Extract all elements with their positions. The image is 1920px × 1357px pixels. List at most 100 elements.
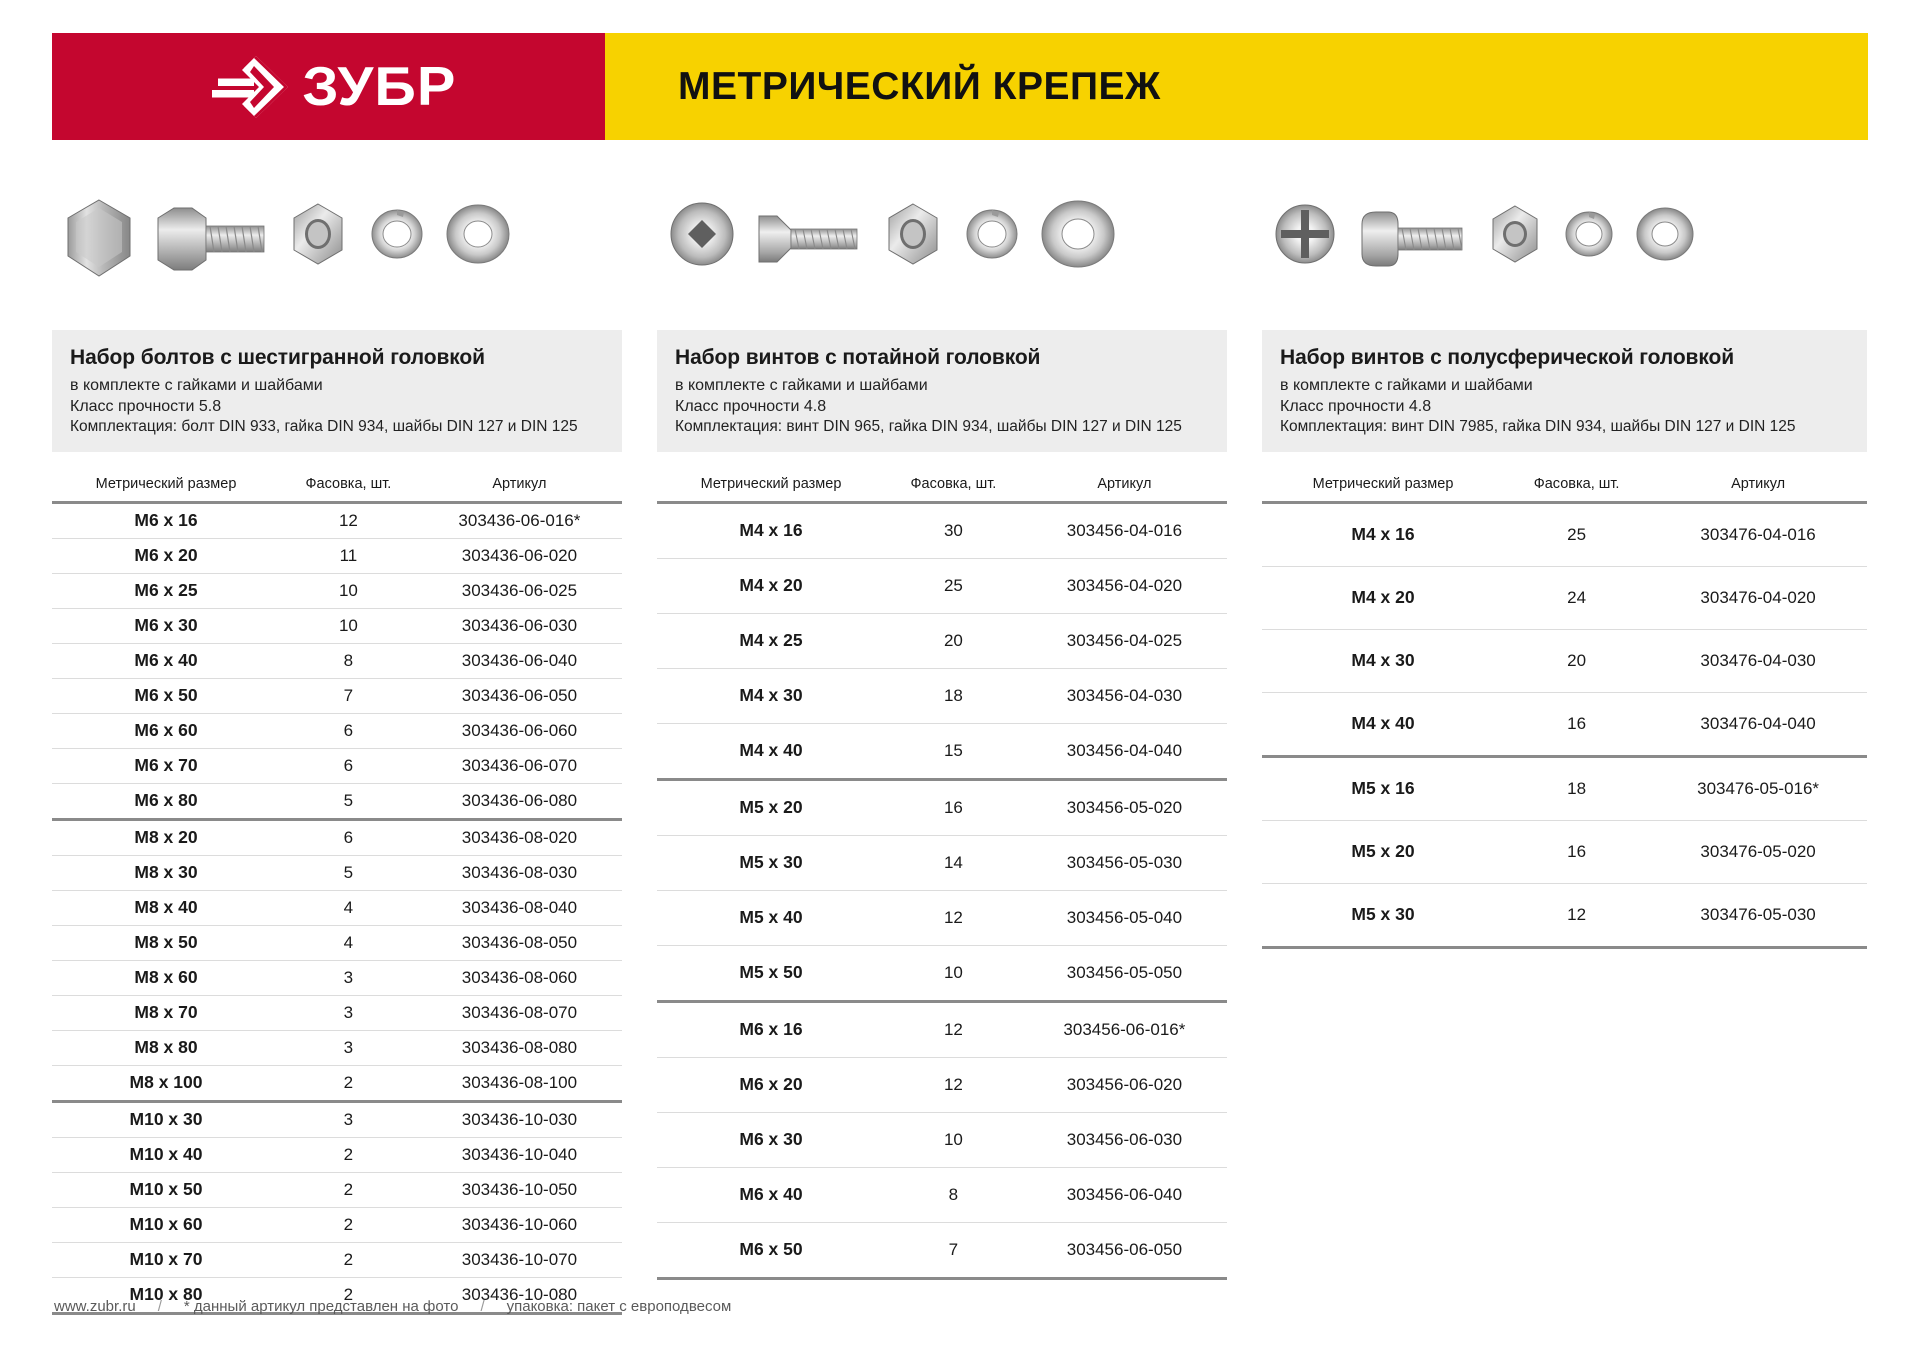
table-bottom-rule [52,1312,622,1316]
cell-article-number: 303436-08-080 [416,1029,622,1066]
cell-article-number: 303456-04-025 [1021,612,1227,669]
table-row: M8 x 50 4 303436-08-050 [52,924,622,961]
cell-article-number: 303436-08-020 [416,817,622,856]
col-header-size: Метрический размер [95,475,237,492]
product-column-hex-bolts: Набор болтов с шестигранной головкой в к… [52,170,657,1316]
table-row: M6 x 80 5 303436-06-080 [52,782,622,820]
brand-name: ЗУБР [302,55,457,117]
cell-metric-size: M6 x 40 [52,642,280,679]
cell-article-number: 303456-05-050 [1021,944,1227,1002]
cell-pack-quantity: 12 [280,500,417,539]
hex-bolt-icon [152,190,270,291]
cell-pack-quantity: 15 [885,722,1022,780]
col-header-qty: Фасовка, шт. [1533,475,1620,492]
table-bottom-rule [1262,946,1867,950]
cell-metric-size: M5 x 40 [657,889,885,946]
product-subtitle: в комплекте с гайками и шайбами [70,377,323,394]
cell-article-number: 303456-04-030 [1021,667,1227,724]
table-row: M8 x 100 2 303436-08-100 [52,1064,622,1102]
cell-article-number: 303476-04-030 [1649,628,1867,693]
cell-article-number: 303436-06-020 [416,537,622,574]
cell-metric-size: M5 x 20 [1262,819,1504,884]
cell-metric-size: M10 x 30 [52,1099,280,1138]
cell-metric-size: M8 x 30 [52,854,280,891]
col-header-qty: Фасовка, шт. [910,475,997,492]
cell-metric-size: M6 x 50 [52,677,280,714]
cell-article-number: 303436-08-070 [416,994,622,1031]
cell-pack-quantity: 18 [885,667,1022,724]
table-row: M10 x 70 2 303436-10-070 [52,1241,622,1278]
cell-metric-size: M8 x 40 [52,889,280,926]
table-row: M6 x 30 10 303456-06-030 [657,1111,1227,1168]
table-row: M5 x 40 12 303456-05-040 [657,889,1227,946]
cell-pack-quantity: 3 [280,959,417,996]
col-header-art: Артикул [1097,475,1152,492]
cell-article-number: 303456-06-040 [1021,1166,1227,1223]
flat-washer-icon [442,190,514,291]
product-strength-class: Класс прочности 4.8 [675,398,827,416]
table-row: M6 x 20 12 303456-06-020 [657,1056,1227,1113]
product-column-pan-head-screws: Набор винтов с полусферической головкой … [1262,170,1867,1315]
col-header-qty: Фасовка, шт. [305,475,392,492]
footer-website[interactable]: www.zubr.ru [54,1298,136,1315]
table-body: M4 x 16 30 303456-04-016 M4 x 20 25 303456-04… [657,500,1227,1279]
cell-pack-quantity: 2 [280,1206,417,1243]
cell-article-number: 303476-05-016* [1649,754,1867,821]
table-row: M10 x 50 2 303436-10-050 [52,1171,622,1208]
cell-pack-quantity: 3 [280,1029,417,1066]
product-subtitle: в комплекте с гайками и шайбами [1280,377,1533,394]
product-info-block: Набор болтов с шестигранной головкой в к… [52,330,622,452]
cell-article-number: 303456-05-040 [1021,889,1227,946]
product-photo-strip [1262,170,1867,310]
cell-pack-quantity: 5 [280,782,417,820]
brand-logo-block: ЗУБР [52,33,605,140]
cell-metric-size: M5 x 30 [1262,882,1504,948]
cell-pack-quantity: 2 [280,1241,417,1278]
cell-pack-quantity: 8 [885,1166,1022,1223]
cell-metric-size: M5 x 16 [1262,754,1504,821]
cell-pack-quantity: 7 [885,1221,1022,1279]
cell-pack-quantity: 24 [1504,565,1650,630]
page-title: МЕТРИЧЕСКИЙ КРЕПЕЖ [678,64,1161,108]
product-contents: Комплектация: винт DIN 7985, гайка DIN 9… [1280,418,1796,436]
cell-metric-size: M4 x 40 [1262,691,1504,757]
table-row: M4 x 30 20 303476-04-030 [1262,628,1867,693]
cell-pack-quantity: 3 [280,1099,417,1138]
cell-pack-quantity: 6 [280,747,417,784]
cell-metric-size: M8 x 60 [52,959,280,996]
cell-metric-size: M10 x 50 [52,1171,280,1208]
table-row: M6 x 50 7 303436-06-050 [52,677,622,714]
cell-pack-quantity: 20 [885,612,1022,669]
product-contents: Комплектация: винт DIN 965, гайка DIN 93… [675,418,1182,436]
cell-pack-quantity: 6 [280,817,417,856]
cell-pack-quantity: 18 [1504,754,1650,821]
cell-article-number: 303436-06-070 [416,747,622,784]
countersunk-screw-icon [753,190,865,291]
footer-photo-note: * данный артикул представлен на фото [183,1298,459,1315]
product-photo-strip [657,170,1227,310]
col-header-art: Артикул [492,475,547,492]
cell-article-number: 303436-08-040 [416,889,622,926]
table-row: M4 x 40 15 303456-04-040 [657,722,1227,780]
table-row: M4 x 30 18 303456-04-030 [657,667,1227,724]
cell-pack-quantity: 6 [280,712,417,749]
col-header-size: Метрический размер [700,475,842,492]
cell-pack-quantity: 10 [885,1111,1022,1168]
flat-washer-icon [1632,190,1698,291]
cell-article-number: 303456-04-016 [1021,500,1227,559]
cell-metric-size: M10 x 70 [52,1241,280,1278]
cell-metric-size: M4 x 30 [657,667,885,724]
cell-metric-size: M6 x 40 [657,1166,885,1223]
cell-article-number: 303436-08-050 [416,924,622,961]
cell-article-number: 303436-08-030 [416,854,622,891]
cell-article-number: 303436-10-070 [416,1241,622,1278]
cell-pack-quantity: 16 [1504,691,1650,757]
cell-metric-size: M10 x 40 [52,1136,280,1173]
table-row: M5 x 16 18 303476-05-016* [1262,754,1867,821]
cell-pack-quantity: 4 [280,924,417,961]
cell-metric-size: M4 x 25 [657,612,885,669]
cell-article-number: 303436-06-060 [416,712,622,749]
table-row: M10 x 80 2 303436-10-080 [52,1276,622,1314]
cell-article-number: 303476-05-030 [1649,882,1867,948]
table-row: M6 x 20 11 303436-06-020 [52,537,622,574]
